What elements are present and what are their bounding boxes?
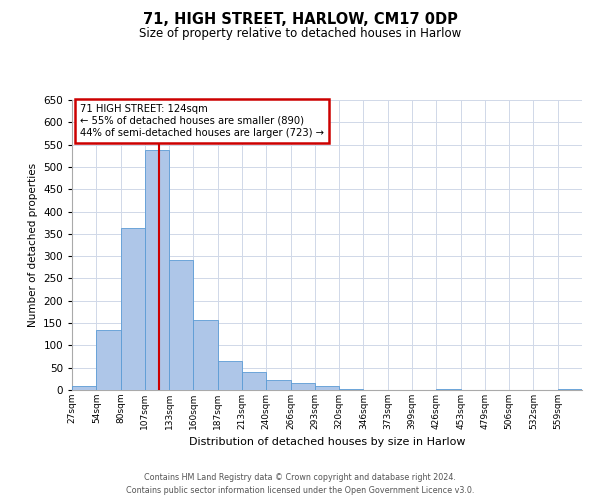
Bar [193,320,218,390]
Bar [290,384,315,390]
Bar [242,372,266,390]
Bar [218,361,242,390]
Text: 71 HIGH STREET: 124sqm
← 55% of detached houses are smaller (890)
44% of semi-de: 71 HIGH STREET: 124sqm ← 55% of detached… [80,104,323,138]
X-axis label: Distribution of detached houses by size in Harlow: Distribution of detached houses by size … [189,438,465,448]
Bar [169,260,193,390]
Bar [436,388,461,390]
Bar [121,228,145,390]
Text: Size of property relative to detached houses in Harlow: Size of property relative to detached ho… [139,28,461,40]
Y-axis label: Number of detached properties: Number of detached properties [28,163,38,327]
Text: Contains HM Land Registry data © Crown copyright and database right 2024.
Contai: Contains HM Land Registry data © Crown c… [126,474,474,495]
Text: 71, HIGH STREET, HARLOW, CM17 0DP: 71, HIGH STREET, HARLOW, CM17 0DP [143,12,457,28]
Bar [72,386,96,390]
Bar [339,388,364,390]
Bar [315,386,339,390]
Bar [266,380,290,390]
Bar [145,150,169,390]
Bar [558,388,582,390]
Bar [96,330,121,390]
